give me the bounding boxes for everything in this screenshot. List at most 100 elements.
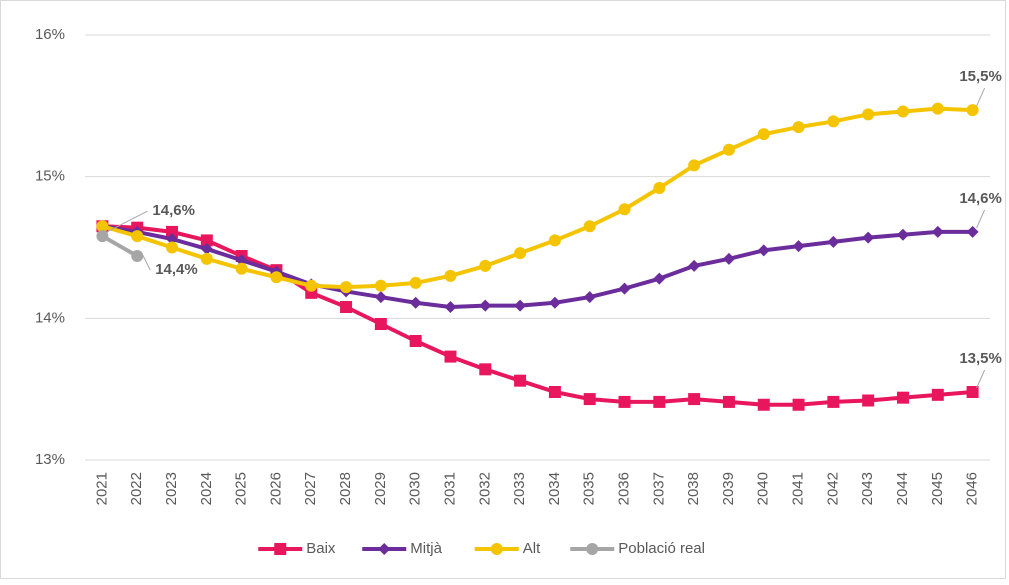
marker [270,271,283,284]
data-label: 14,4% [155,261,198,278]
marker [966,104,979,117]
marker [340,301,353,313]
x-tick-label: 2035 [581,472,598,505]
marker [200,242,213,255]
marker [653,182,666,194]
x-tick-label: 2036 [615,472,632,505]
x-tick-label: 2024 [198,472,215,505]
marker [618,395,631,408]
series-line [102,224,973,309]
marker [827,115,840,128]
marker [548,296,561,309]
marker [757,398,770,411]
legend: Baix Mitjà Alt Població real [258,540,705,557]
marker [862,231,875,244]
marker [200,252,213,265]
leader-line [976,209,986,229]
marker [235,254,248,267]
marker [653,395,666,408]
marker [96,230,109,243]
y-tick-label: 16% [35,26,65,43]
marker [688,259,701,272]
x-tick-label: 2033 [511,472,528,505]
x-tick-label: 2043 [859,472,876,505]
marker [827,235,840,248]
x-tick-label: 2023 [163,472,180,505]
marker [966,225,979,238]
x-tick-label: 2030 [407,472,424,505]
marker [479,363,492,376]
data-label: 15,5% [959,68,1002,85]
x-tick-label: 2042 [824,472,841,505]
marker [792,121,805,134]
x-tick-label: 2028 [337,472,354,505]
leader-line [976,369,986,389]
marker [722,143,735,156]
data-label: 13,5% [959,350,1002,367]
legend-item: Mitjà [362,540,443,557]
x-tick-label: 2045 [929,472,946,505]
marker [583,220,596,233]
x-tick-label: 2038 [685,472,702,505]
marker [792,398,805,411]
marker [131,250,144,262]
marker [583,393,596,406]
marker [96,220,109,233]
marker [931,388,944,401]
series-line [101,234,139,258]
marker [235,262,248,275]
marker [444,269,457,282]
marker [792,240,805,253]
marker [514,374,527,387]
legend-item: Població real [570,540,705,557]
y-tick-label: 15% [35,168,65,185]
y-tick-label: 14% [35,309,65,326]
marker [931,102,944,115]
marker [274,543,287,555]
legend-label: Baix [306,540,336,557]
marker [548,386,561,398]
marker [896,105,909,118]
leader-line [140,251,151,271]
marker [374,291,387,304]
x-tick-label: 2039 [720,472,737,505]
marker [166,241,179,254]
data-label: 14,6% [959,190,1002,207]
marker [479,259,492,272]
x-tick-label: 2032 [476,472,493,505]
marker [409,296,422,309]
legend-item: Baix [258,540,336,557]
leader-line [976,87,986,107]
marker [514,247,527,260]
marker [374,318,387,330]
marker [757,244,770,257]
marker [514,299,527,312]
marker [444,350,457,363]
marker [722,252,735,265]
x-tick-label: 2044 [894,472,911,505]
marker [862,394,875,407]
y-tick-label: 13% [35,451,65,468]
marker [722,395,735,408]
marker [409,276,422,289]
marker [374,279,387,292]
marker [166,225,179,238]
x-tick-label: 2046 [964,472,981,505]
marker [340,281,353,294]
x-tick-label: 2034 [546,472,563,505]
marker [618,203,631,216]
marker [548,234,561,247]
marker [305,279,318,292]
marker [479,299,492,312]
legend-label: Mitjà [410,540,442,557]
legend-label: Alt [523,540,541,557]
marker [618,282,631,295]
marker [378,543,391,555]
marker [896,228,909,241]
x-tick-label: 2022 [128,472,145,505]
marker [583,291,596,304]
x-tick-label: 2037 [650,472,667,505]
marker [586,543,599,555]
